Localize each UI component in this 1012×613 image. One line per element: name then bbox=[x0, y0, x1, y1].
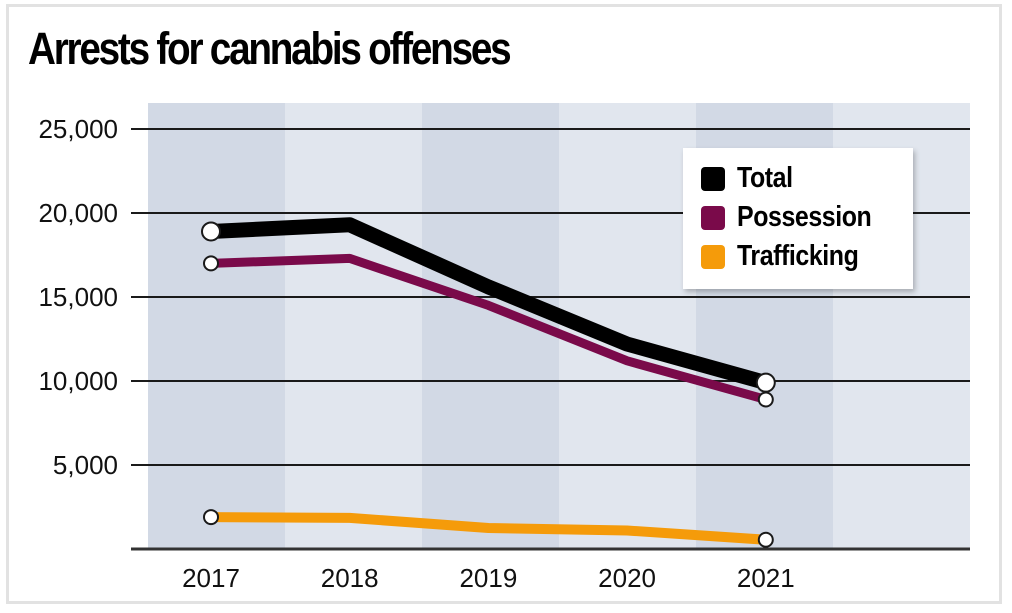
background-band bbox=[148, 103, 285, 549]
legend-item-trafficking: Trafficking bbox=[701, 237, 913, 276]
legend-item-total: Total bbox=[701, 159, 913, 198]
data-point-total-2021 bbox=[755, 372, 776, 393]
x-tick-label: 2017 bbox=[182, 563, 240, 593]
legend-label-trafficking: Trafficking bbox=[737, 240, 859, 272]
series-line-trafficking bbox=[210, 512, 767, 545]
legend: Total Possession Trafficking bbox=[683, 148, 913, 289]
y-axis-ticks: 5,000 10,000 15,000 20,000 25,000 bbox=[38, 114, 118, 480]
y-tick-label: 15,000 bbox=[38, 282, 118, 312]
data-point-possession-2021 bbox=[757, 391, 774, 408]
data-point-trafficking-2017 bbox=[203, 509, 219, 526]
background-bands bbox=[148, 103, 970, 549]
series-markers bbox=[201, 221, 776, 548]
legend-label-possession: Possession bbox=[737, 201, 872, 233]
series-line-possession bbox=[210, 253, 768, 404]
legend-label-total: Total bbox=[737, 162, 793, 194]
y-tick-label: 25,000 bbox=[38, 114, 118, 144]
series-lines bbox=[210, 217, 768, 545]
legend-swatch-possession bbox=[701, 205, 725, 230]
x-axis-ticks: 2017 2018 2019 2020 2021 bbox=[182, 563, 795, 593]
legend-swatch-total bbox=[701, 166, 725, 191]
series-line-total bbox=[210, 217, 768, 390]
y-tick-label: 5,000 bbox=[53, 450, 118, 480]
gridlines bbox=[131, 128, 970, 551]
legend-item-possession: Possession bbox=[701, 198, 913, 237]
background-band bbox=[285, 103, 422, 549]
data-point-possession-2017 bbox=[203, 255, 219, 272]
y-tick-label: 20,000 bbox=[38, 198, 118, 228]
chart-title: Arrests for cannabis offenses bbox=[28, 23, 512, 74]
x-tick-label: 2019 bbox=[459, 563, 517, 593]
x-tick-label: 2020 bbox=[598, 563, 656, 593]
data-point-total-2017 bbox=[201, 221, 221, 242]
x-tick-label: 2021 bbox=[737, 563, 795, 593]
x-tick-label: 2018 bbox=[321, 563, 379, 593]
legend-swatch-trafficking bbox=[701, 244, 725, 269]
y-tick-label: 10,000 bbox=[38, 366, 118, 396]
data-point-trafficking-2021 bbox=[757, 531, 774, 548]
